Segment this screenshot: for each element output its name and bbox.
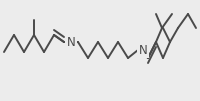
Text: N: N <box>67 35 75 48</box>
Text: N: N <box>139 44 147 56</box>
